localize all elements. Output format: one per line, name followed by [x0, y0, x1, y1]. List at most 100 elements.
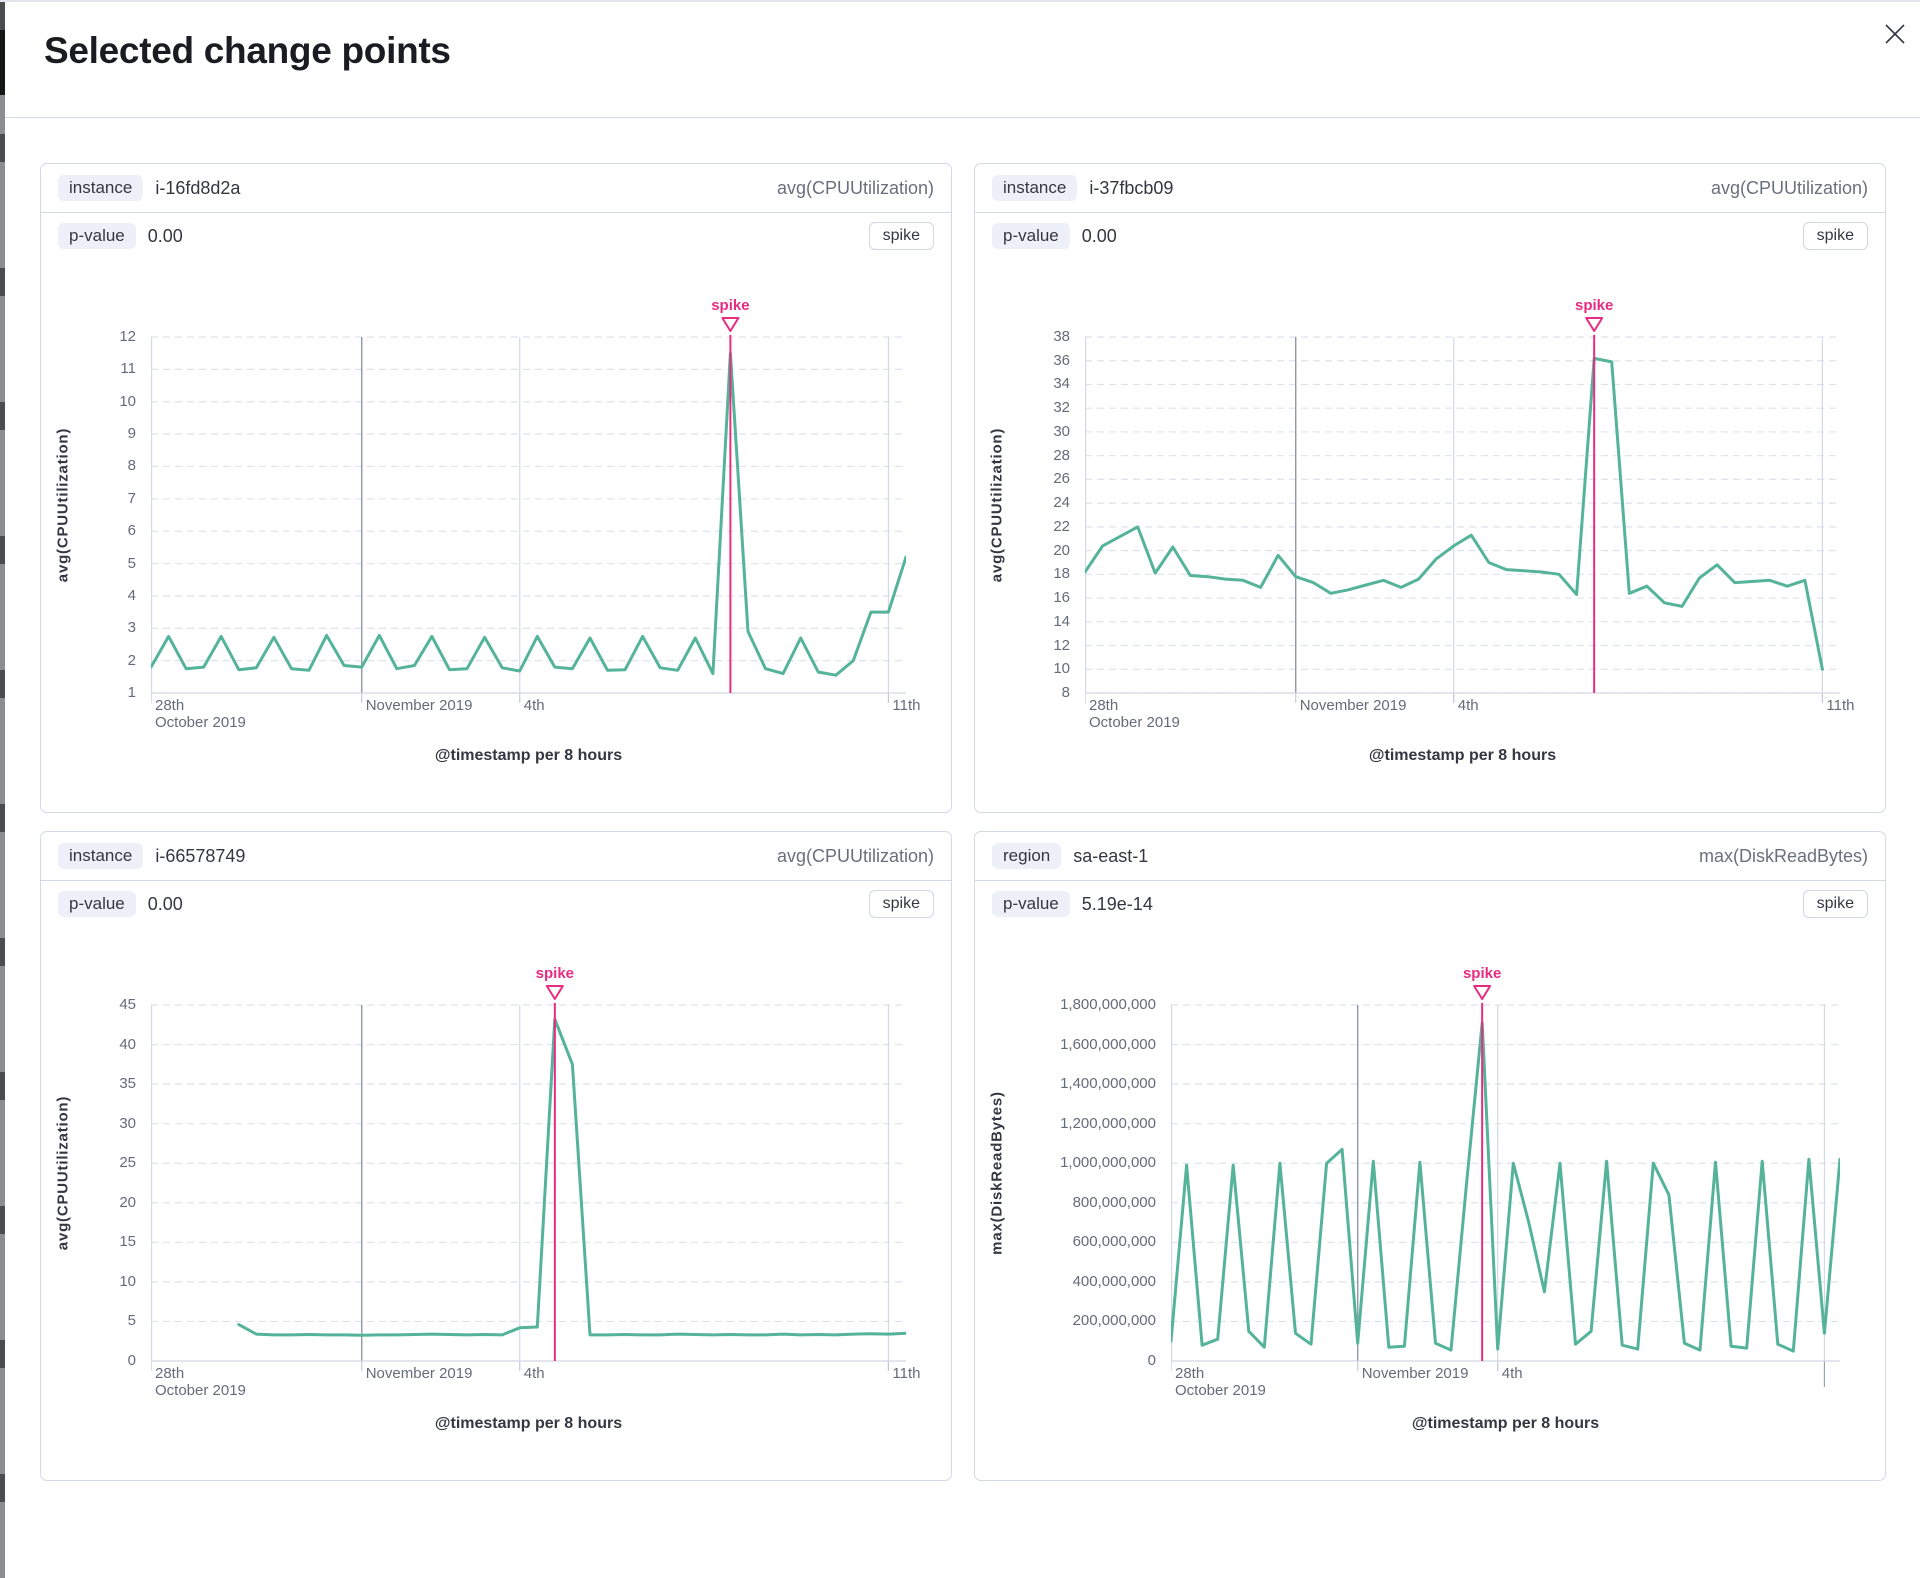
field-value: i-16fd8d2a: [155, 177, 241, 198]
y-tick-label: 4: [127, 586, 136, 604]
panel-header: instance i-66578749 avg(CPUUtilization): [41, 832, 951, 881]
y-tick-label: 8: [127, 457, 136, 475]
y-tick-label: 6: [127, 522, 136, 540]
y-axis-tick-labels: 8 10 12 14 16 18 20 22 24 26 28 30 32 34 36 38: [1019, 293, 1085, 723]
x-tick-label: November 2019: [1361, 1365, 1469, 1382]
y-tick-label: 1,600,000,000: [1060, 1035, 1156, 1053]
close-button[interactable]: [1881, 20, 1909, 48]
panel-header: instance i-16fd8d2a avg(CPUUtilization): [41, 164, 951, 213]
change-point-panel: region sa-east-1 max(DiskReadBytes) p-va…: [974, 831, 1886, 1481]
x-tick-label: 4th: [523, 1365, 545, 1382]
y-tick-label: 36: [1053, 351, 1070, 369]
metric-label: avg(CPUUtilization): [776, 845, 934, 866]
y-tick-label: 30: [119, 1114, 136, 1132]
y-tick-label: 20: [119, 1193, 136, 1211]
y-tick-label: 34: [1053, 375, 1070, 393]
y-tick-label: 800,000,000: [1072, 1193, 1156, 1211]
x-tick-label: 28th October 2019: [155, 697, 246, 731]
spike-marker-icon: [721, 317, 740, 332]
p-value: 5.19e-14: [1081, 893, 1153, 914]
change-point-panel: instance i-16fd8d2a avg(CPUUtilization) …: [40, 163, 952, 813]
line-chart: spike 28th October 2019 November 2019 4th @…: [1171, 961, 1840, 1433]
y-tick-label: 35: [119, 1075, 136, 1093]
y-tick-label: 10: [119, 1272, 136, 1290]
p-value-badge: p-value: [58, 223, 136, 249]
x-tick-label: 4th: [1457, 697, 1479, 714]
y-tick-label: 32: [1053, 399, 1070, 417]
chart: avg(CPUUtilization) 8 10 12 14 16 18 20 22 24 26 2…: [975, 293, 1885, 765]
x-axis-title: @timestamp per 8 hours: [1368, 747, 1557, 764]
field-badge: instance: [58, 843, 144, 869]
x-tick-label: November 2019: [365, 697, 473, 714]
spike-marker-icon: [1585, 317, 1604, 332]
y-tick-label: 3: [127, 619, 136, 637]
y-tick-label: 10: [1053, 660, 1070, 678]
y-tick-label: 12: [119, 328, 136, 345]
change-point-panel: instance i-37fbcb09 avg(CPUUtilization) …: [974, 163, 1886, 813]
y-tick-label: 5: [127, 554, 136, 572]
y-tick-label: 400,000,000: [1072, 1272, 1156, 1290]
y-tick-label: 22: [1053, 517, 1070, 535]
y-tick-label: 200,000,000: [1072, 1312, 1156, 1330]
y-tick-label: 0: [1147, 1352, 1156, 1369]
chart: avg(CPUUtilization) 1 2 3 4 5 6 7 8 9 10 11 12 spik…: [41, 293, 951, 765]
change-point-grid: instance i-16fd8d2a avg(CPUUtilization) …: [40, 163, 1886, 1481]
y-tick-label: 11: [120, 360, 136, 378]
y-tick-label: 28: [1053, 446, 1070, 464]
chart-svg: spike: [151, 965, 906, 1371]
y-tick-label: 2: [127, 651, 136, 669]
series-line: [1085, 356, 1824, 671]
series-line: [237, 1017, 906, 1337]
modal-title: Selected change points: [44, 30, 451, 71]
line-chart: spike 28th October 2019 November 2019 4th 11…: [1085, 293, 1855, 765]
series-line: [1171, 1021, 1840, 1353]
spike-marker-icon: [1473, 985, 1492, 1000]
p-value-row: p-value 0.00 spike: [975, 213, 1885, 259]
y-tick-label: 38: [1053, 328, 1070, 345]
field-value: i-66578749: [155, 845, 246, 866]
y-tick-label: 7: [127, 489, 136, 507]
x-tick-label: 11th: [892, 1365, 921, 1382]
y-tick-label: 600,000,000: [1072, 1233, 1156, 1251]
p-value: 0.00: [1081, 225, 1117, 246]
change-type-badge: spike: [1802, 222, 1868, 250]
modal-top-edge: [0, 0, 1920, 2]
y-tick-label: 12: [1053, 636, 1070, 654]
y-tick-label: 1: [127, 684, 136, 701]
y-tick-label: 20: [1053, 541, 1070, 559]
field-badge: region: [992, 843, 1062, 869]
p-value-badge: p-value: [992, 891, 1070, 917]
panel-header: region sa-east-1 max(DiskReadBytes): [975, 832, 1885, 881]
change-type-badge: spike: [868, 890, 934, 918]
y-tick-label: 24: [1053, 494, 1070, 512]
background-page-strip: [0, 0, 5, 1578]
y-axis-tick-labels: 0 200,000,000 400,000,000 600,000,000 800,00…: [1019, 961, 1171, 1391]
x-axis-tick-labels: 28th October 2019 November 2019 4th 11th: [1085, 697, 1855, 737]
p-value-badge: p-value: [992, 223, 1070, 249]
chart: max(DiskReadBytes) 0 200,000,000 400,000,0…: [975, 961, 1885, 1433]
p-value-row: p-value 0.00 spike: [41, 213, 951, 259]
p-value-row: p-value 0.00 spike: [41, 881, 951, 927]
y-axis-tick-labels: 0 5 10 15 20 25 30 35 40 45: [85, 961, 151, 1391]
y-tick-label: 15: [119, 1233, 136, 1251]
spike-annotation-label: spike: [1575, 297, 1613, 314]
y-tick-label: 14: [1053, 612, 1070, 630]
p-value: 0.00: [147, 225, 183, 246]
metric-label: max(DiskReadBytes): [1698, 845, 1868, 866]
change-point-panel: instance i-66578749 avg(CPUUtilization) …: [40, 831, 952, 1481]
y-tick-label: 0: [127, 1352, 136, 1369]
y-tick-label: 40: [119, 1035, 136, 1053]
line-chart: spike 28th October 2019 November 2019 4th 11…: [151, 961, 921, 1433]
y-tick-label: 25: [119, 1154, 136, 1172]
x-tick-label: 4th: [1501, 1365, 1523, 1382]
chart-svg: spike: [1171, 965, 1840, 1387]
y-tick-label: 5: [127, 1312, 136, 1330]
p-value-badge: p-value: [58, 891, 136, 917]
y-tick-label: 30: [1053, 422, 1070, 440]
chart-svg: spike: [151, 297, 906, 703]
x-axis-tick-labels: 28th October 2019 November 2019 4th 11th: [151, 1365, 921, 1405]
metric-label: avg(CPUUtilization): [1710, 177, 1868, 198]
x-tick-label: 28th October 2019: [155, 1365, 246, 1399]
x-axis-title: @timestamp per 8 hours: [434, 747, 623, 764]
panel-header: instance i-37fbcb09 avg(CPUUtilization): [975, 164, 1885, 213]
